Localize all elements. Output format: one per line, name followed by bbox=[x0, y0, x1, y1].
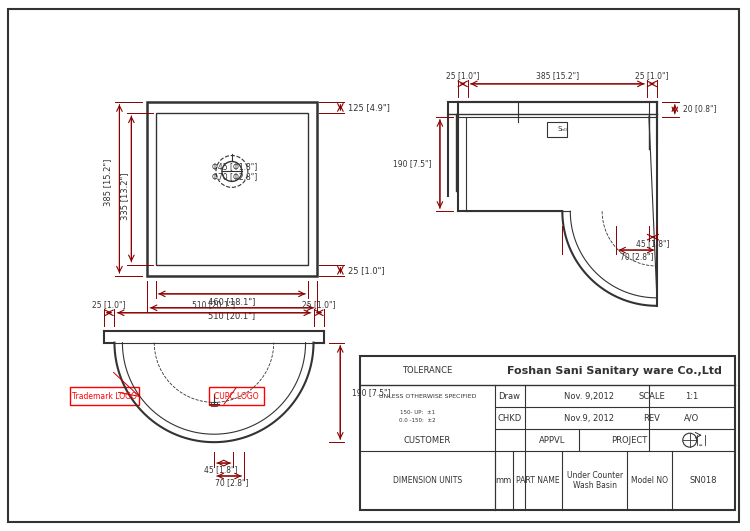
Text: Φ70 [Φ2.8"]: Φ70 [Φ2.8"] bbox=[212, 172, 257, 181]
Text: 510 [20.1"]: 510 [20.1"] bbox=[193, 301, 236, 310]
Text: APPVL: APPVL bbox=[538, 435, 565, 444]
Text: 45 [1.8"]: 45 [1.8"] bbox=[636, 239, 670, 249]
Text: 150- UP:  ±1: 150- UP: ±1 bbox=[400, 410, 435, 415]
Text: Model NO: Model NO bbox=[631, 476, 668, 485]
Text: 25 [1.0"]: 25 [1.0"] bbox=[635, 71, 669, 80]
Text: CUPC LOGO: CUPC LOGO bbox=[214, 392, 259, 401]
Text: 190 [7.5"]: 190 [7.5"] bbox=[394, 159, 432, 168]
Text: 190 [7.5"]: 190 [7.5"] bbox=[352, 388, 391, 397]
Text: 20 [0.8"]: 20 [0.8"] bbox=[682, 104, 716, 113]
Text: 70 [2.8"]: 70 [2.8"] bbox=[620, 253, 653, 262]
Text: 70 [2.8"]: 70 [2.8"] bbox=[215, 478, 249, 487]
Text: REV: REV bbox=[643, 414, 660, 423]
Text: 25 [1.0"]: 25 [1.0"] bbox=[92, 301, 126, 310]
Text: SN018: SN018 bbox=[689, 476, 717, 485]
Text: PART NAME: PART NAME bbox=[516, 476, 560, 485]
Bar bbox=[209, 388, 264, 405]
Text: 385 [15.2"]: 385 [15.2"] bbox=[536, 71, 579, 80]
Text: Under Counter
Wash Basin: Under Counter Wash Basin bbox=[566, 471, 622, 490]
Text: 335 [13.2"]: 335 [13.2"] bbox=[121, 172, 130, 220]
Text: SCALE: SCALE bbox=[638, 392, 664, 401]
Text: Draw: Draw bbox=[499, 392, 520, 401]
Text: 0.0 -150:  ±2: 0.0 -150: ±2 bbox=[399, 418, 436, 423]
Bar bbox=[548, 122, 567, 136]
Text: 1:1: 1:1 bbox=[685, 392, 698, 401]
Text: Foshan Sani Sanitary ware Co.,Ltd: Foshan Sani Sanitary ware Co.,Ltd bbox=[507, 365, 722, 375]
Text: 25 [1.0"]: 25 [1.0"] bbox=[446, 71, 479, 80]
Text: 385 [15.2"]: 385 [15.2"] bbox=[104, 158, 112, 205]
Text: UNLESS OTHERWISE SPECIFIED: UNLESS OTHERWISE SPECIFIED bbox=[379, 394, 476, 399]
Text: Trademark LOGO: Trademark LOGO bbox=[72, 392, 137, 401]
Text: CUSTOMER: CUSTOMER bbox=[404, 435, 451, 444]
Bar bbox=[147, 102, 316, 276]
Text: DIMENSION UNITS: DIMENSION UNITS bbox=[393, 476, 462, 485]
Bar bbox=[155, 113, 308, 264]
Text: PROJECT: PROJECT bbox=[611, 435, 647, 444]
Bar bbox=[70, 388, 140, 405]
Bar bbox=[360, 356, 734, 510]
Text: A/O: A/O bbox=[684, 414, 699, 423]
Text: mm: mm bbox=[496, 476, 512, 485]
Text: 510 [20.1"]: 510 [20.1"] bbox=[209, 311, 256, 320]
Text: 460 [18.1"]: 460 [18.1"] bbox=[209, 297, 256, 306]
Text: 25 [1.0"]: 25 [1.0"] bbox=[302, 301, 336, 310]
Text: 125 [4.9"]: 125 [4.9"] bbox=[348, 103, 390, 112]
Text: CHKD: CHKD bbox=[497, 414, 522, 423]
Bar bbox=[211, 402, 217, 406]
Text: 45 [1.8"]: 45 [1.8"] bbox=[204, 466, 238, 475]
Text: Nov.9, 2012: Nov.9, 2012 bbox=[564, 414, 614, 423]
Text: Nov. 9,2012: Nov. 9,2012 bbox=[564, 392, 614, 401]
Text: Φ45 [Φ1.8"]: Φ45 [Φ1.8"] bbox=[212, 162, 257, 171]
Text: TOLERANCE: TOLERANCE bbox=[402, 366, 452, 375]
Text: Sₙ₀: Sₙ₀ bbox=[557, 126, 567, 132]
Text: 25 [1.0"]: 25 [1.0"] bbox=[348, 266, 385, 275]
